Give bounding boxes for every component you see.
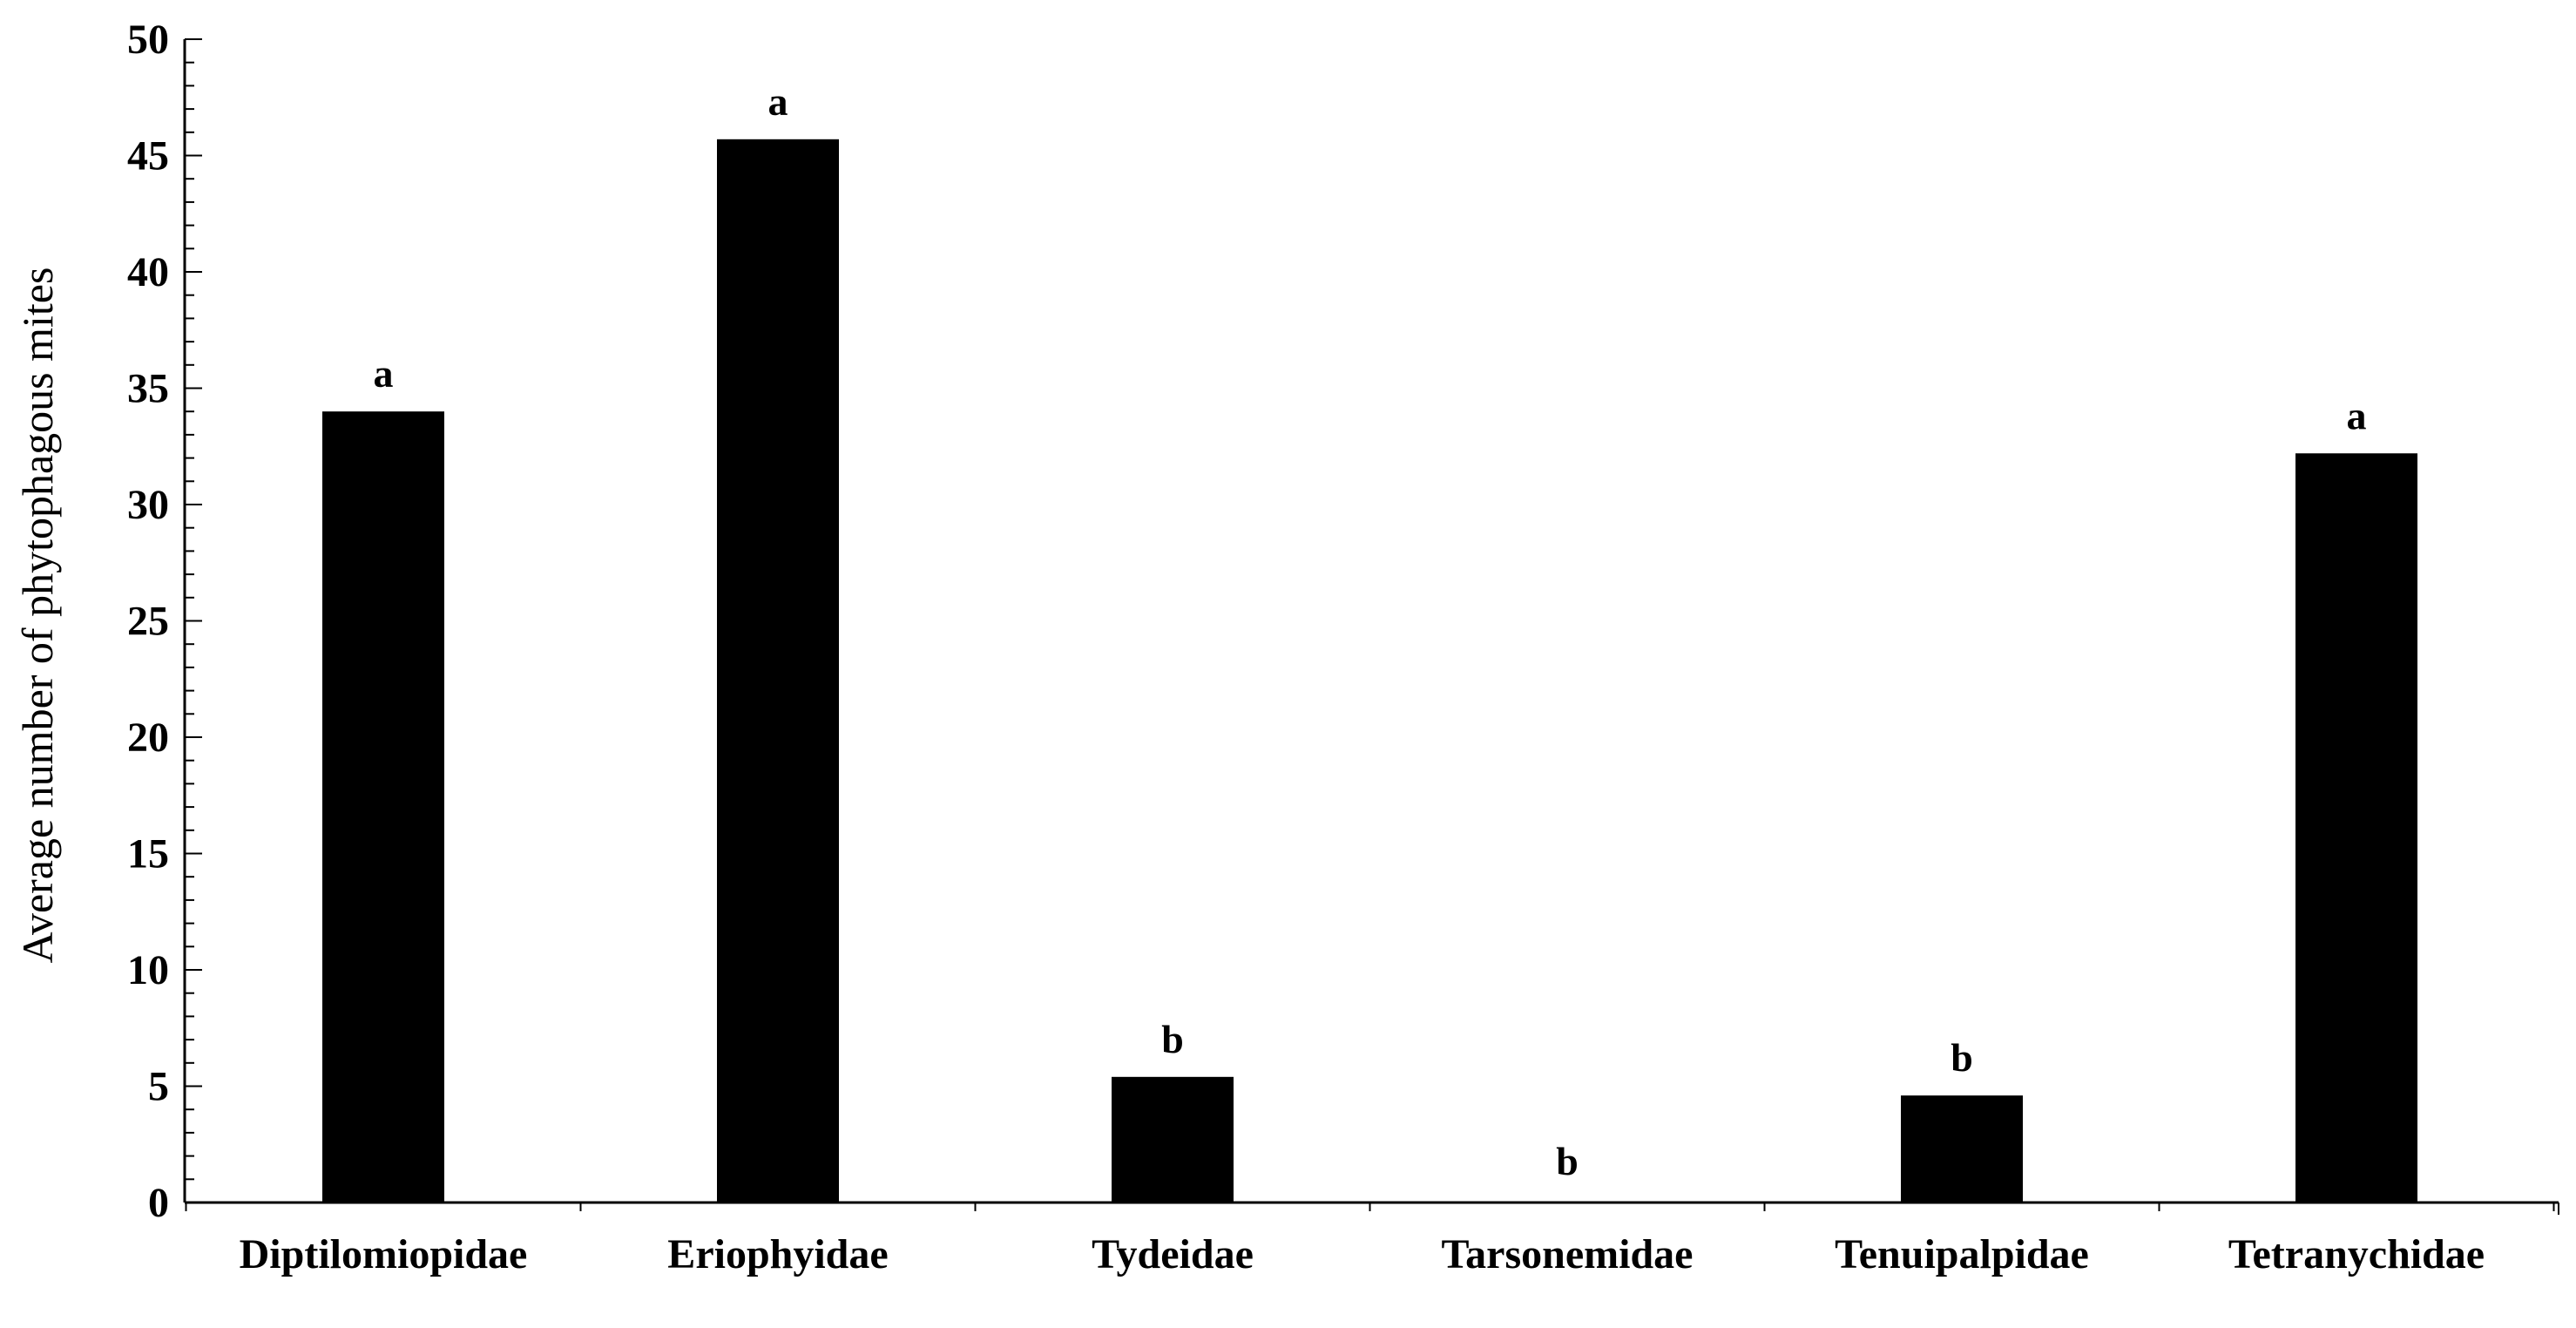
y-tick-label: 30: [127, 482, 169, 528]
bar-eriophyidae: [717, 139, 839, 1203]
axes: [183, 39, 2559, 1204]
bar-tenuipalpidae: [1901, 1095, 2023, 1203]
x-category-label: Diptilomiopidae: [240, 1231, 528, 1277]
bar-tetranychidae: [2295, 453, 2417, 1203]
significance-letter: a: [768, 79, 788, 124]
bar-diptilomiopidae: [322, 411, 444, 1203]
y-tick-label: 0: [148, 1180, 169, 1226]
y-tick-label: 20: [127, 715, 169, 761]
significance-letter: a: [2347, 393, 2367, 437]
y-tick-label: 50: [127, 17, 169, 63]
y-axis-title: Average number of phytophagous mites: [13, 268, 62, 964]
significance-letter: b: [1951, 1035, 1973, 1080]
bars: [322, 139, 2417, 1203]
significance-letter: b: [1556, 1139, 1579, 1183]
y-tick-label: 5: [148, 1064, 169, 1110]
significance-letter: b: [1161, 1017, 1184, 1061]
x-category-label: Tydeidae: [1092, 1231, 1254, 1277]
y-tick-label: 45: [127, 133, 169, 180]
x-axis-ticks: Diptilomiopidae Eriophyidae Tydeidae Tarson…: [185, 1203, 2559, 1277]
y-tick-label: 40: [127, 249, 169, 295]
significance-letter: a: [374, 351, 394, 396]
y-tick-label: 25: [127, 599, 169, 645]
x-category-label: Tarsonemidae: [1442, 1231, 1694, 1277]
x-category-label: Tenuipalpidae: [1835, 1231, 2089, 1277]
y-axis-ticks: 0 5 10 15 20 25 30 35 40 45 50: [127, 17, 202, 1226]
x-category-label: Tetranychidae: [2228, 1231, 2485, 1277]
y-axis-title-group: Average number of phytophagous mites: [13, 268, 62, 964]
y-tick-label: 35: [127, 366, 169, 412]
y-tick-label: 15: [127, 831, 169, 877]
significance-letters: a a b b b a: [374, 79, 2367, 1183]
x-category-label: Eriophyidae: [667, 1231, 888, 1277]
y-tick-label: 10: [127, 947, 169, 993]
bar-tydeidae: [1112, 1076, 1234, 1203]
